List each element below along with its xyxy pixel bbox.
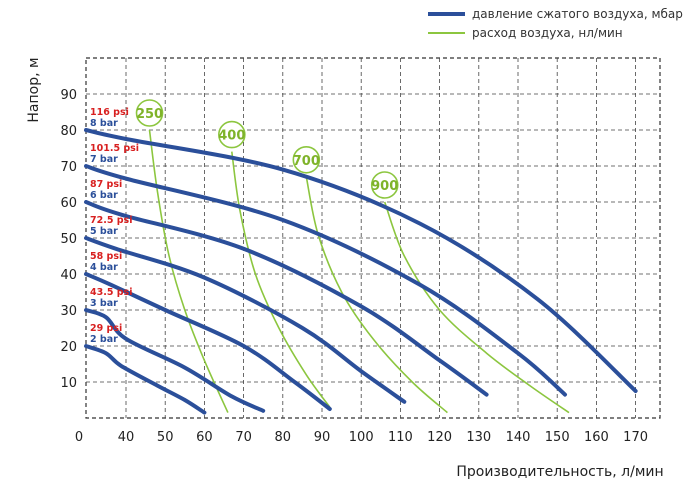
bar-label: 2 bar [90, 334, 118, 345]
x-tick-label: 90 [314, 430, 331, 445]
y-axis-label: Напор, м [26, 57, 42, 122]
x-tick-label: 130 [466, 430, 491, 445]
psi-label: 29 psi [90, 323, 122, 334]
x-tick-label: 100 [349, 430, 374, 445]
y-tick-label: 50 [60, 232, 77, 247]
x-tick-label: 170 [623, 430, 648, 445]
grid [85, 57, 661, 419]
airflow-label: 250 [136, 107, 163, 122]
airflow-badge-900 [370, 171, 399, 199]
bar-label: 4 bar [90, 262, 118, 273]
psi-label: 58 psi [90, 251, 122, 262]
pressure-line-5-bar [84, 236, 407, 404]
x-axis-label: Производительность, л/мин [456, 464, 663, 480]
bar-label: 5 bar [90, 226, 118, 237]
pressure-line-4-bar [84, 272, 332, 411]
pressure-line-6-bar [84, 200, 489, 397]
y-tick-label: 30 [60, 304, 77, 319]
y-tick-label: 80 [60, 124, 77, 139]
psi-label: 87 psi [90, 179, 122, 190]
x-tick-label: 110 [388, 430, 413, 445]
x-tick-label-zero: 0 [75, 430, 83, 445]
y-tick-label: 10 [60, 376, 77, 391]
y-tick-label: 90 [60, 88, 77, 103]
x-tick-label: 40 [118, 430, 135, 445]
x-tick-label: 60 [196, 430, 213, 445]
x-axis-ticks: 0 40 50 60 70 80 90 100 110 120 130 140 150 160 170 [75, 430, 648, 445]
airflow-label: 900 [371, 179, 398, 194]
x-tick-label: 50 [157, 430, 174, 445]
x-tick-label: 150 [545, 430, 570, 445]
pressure-line-8-bar [84, 128, 638, 393]
x-tick-label: 70 [235, 430, 252, 445]
x-tick-label: 120 [427, 430, 452, 445]
pressure-lines [84, 128, 638, 415]
psi-label: 116 psi [90, 107, 129, 118]
x-tick-label: 160 [584, 430, 609, 445]
y-tick-label: 40 [60, 268, 77, 283]
y-axis-ticks: 10 20 30 40 50 60 70 80 90 [60, 88, 77, 391]
bar-label: 7 bar [90, 154, 118, 165]
y-tick-label: 60 [60, 196, 77, 211]
bar-label: 3 bar [90, 298, 118, 309]
x-tick-label: 80 [275, 430, 292, 445]
psi-label: 101.5 psi [90, 143, 139, 154]
psi-label: 72.5 psi [90, 215, 132, 226]
airflow-badge-700 [292, 146, 321, 174]
airflow-badge-400 [218, 120, 246, 149]
bar-label: 8 bar [90, 118, 118, 129]
legend-label-airflow: расход воздуха, нл/мин [472, 26, 623, 40]
airflow-badges: 250 400 700 900 [135, 99, 399, 199]
pressure-line-7-bar [84, 164, 567, 397]
bar-label: 6 bar [90, 190, 118, 201]
legend-label-pressure: давление сжатого воздуха, мбар [472, 7, 683, 21]
pressure-line-2-bar [84, 344, 207, 415]
y-tick-label: 70 [60, 160, 77, 175]
airflow-label: 400 [218, 129, 245, 144]
airflow-badge-250 [135, 99, 164, 127]
y-tick-label: 20 [60, 340, 77, 355]
airflow-line-700 [305, 176, 448, 414]
airflow-label: 700 [293, 154, 320, 169]
psi-label: 43.5 psi [90, 287, 132, 298]
pressure-line-3-bar [84, 308, 266, 413]
legend: давление сжатого воздуха, мбар расход во… [428, 7, 683, 40]
x-tick-label: 140 [506, 430, 531, 445]
airflow-line-900 [383, 201, 570, 414]
